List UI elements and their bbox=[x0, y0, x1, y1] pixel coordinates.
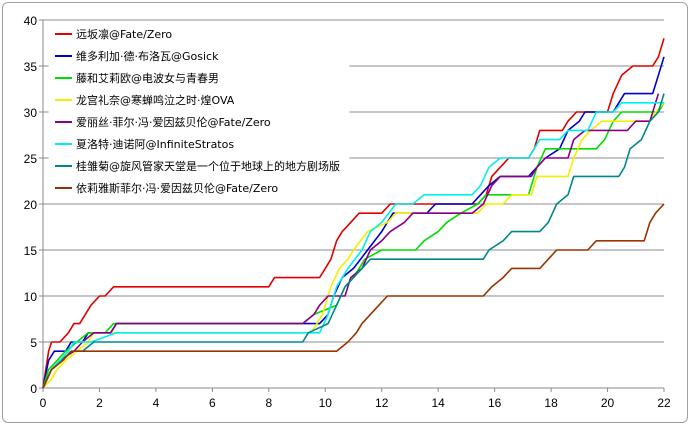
x-tick-label-4: 4 bbox=[153, 396, 160, 410]
legend-label-1: 维多利加·德·布洛瓦@Gosick bbox=[76, 49, 219, 63]
x-tick-label-16: 16 bbox=[488, 396, 502, 410]
y-tick-label-25: 25 bbox=[24, 152, 38, 166]
legend-label-4: 爱丽丝·菲尔·冯·爱因兹贝伦@Fate/Zero bbox=[76, 115, 271, 129]
y-tick-label-5: 5 bbox=[30, 336, 37, 350]
x-tick-label-10: 10 bbox=[319, 396, 333, 410]
series-line-5 bbox=[42, 102, 664, 389]
series-line-4 bbox=[42, 93, 660, 389]
y-tick-labels: 0 5 10 15 20 25 30 35 40 bbox=[24, 14, 38, 396]
series-line-2 bbox=[42, 102, 665, 389]
y-tick-label-10: 10 bbox=[24, 290, 38, 304]
legend-label-5: 夏洛特·迪诺阿@InfiniteStratos bbox=[76, 137, 234, 151]
series-line-3 bbox=[42, 102, 665, 389]
y-tick-label-20: 20 bbox=[24, 198, 38, 212]
x-tick-label-2: 2 bbox=[96, 396, 103, 410]
legend-label-0: 远坂凛@Fate/Zero bbox=[76, 27, 172, 41]
x-tick-label-22: 22 bbox=[657, 396, 671, 410]
legend-label-6: 桂雏菊@旋风管家天堂是一个位于地球上的地方剧场版 bbox=[76, 159, 340, 173]
y-tick-label-15: 15 bbox=[24, 244, 38, 258]
series-line-7 bbox=[42, 203, 665, 389]
series-line-6 bbox=[42, 93, 665, 389]
x-tick-label-0: 0 bbox=[40, 396, 47, 410]
y-tick-label-30: 30 bbox=[24, 106, 38, 120]
y-tick-label-0: 0 bbox=[30, 382, 37, 396]
legend-label-2: 藤和艾莉欧@电波女与青春男 bbox=[76, 71, 219, 85]
x-tick-labels: 0 2 4 6 8 10 12 14 16 18 20 22 bbox=[40, 396, 671, 410]
y-tick-label-40: 40 bbox=[24, 14, 38, 28]
x-tick-label-6: 6 bbox=[209, 396, 216, 410]
x-tick-label-8: 8 bbox=[265, 396, 272, 410]
series-lines bbox=[42, 38, 665, 389]
axes bbox=[39, 19, 665, 392]
legend-box bbox=[48, 20, 350, 202]
x-tick-label-12: 12 bbox=[375, 396, 389, 410]
x-tick-label-20: 20 bbox=[601, 396, 615, 410]
legend-label-3: 龙宫礼奈@寒蝉鸣泣之时·煌OVA bbox=[76, 93, 235, 107]
x-tick-label-18: 18 bbox=[544, 396, 558, 410]
legend: 远坂凛@Fate/Zero 维多利加·德·布洛瓦@Gosick 藤和艾莉欧@电波女与… bbox=[48, 20, 350, 202]
legend-label-7: 依莉雅斯菲尔·冯·爱因兹贝伦@Fate/Zero bbox=[76, 181, 278, 195]
x-tick-label-14: 14 bbox=[432, 396, 446, 410]
y-tick-label-35: 35 bbox=[24, 60, 38, 74]
